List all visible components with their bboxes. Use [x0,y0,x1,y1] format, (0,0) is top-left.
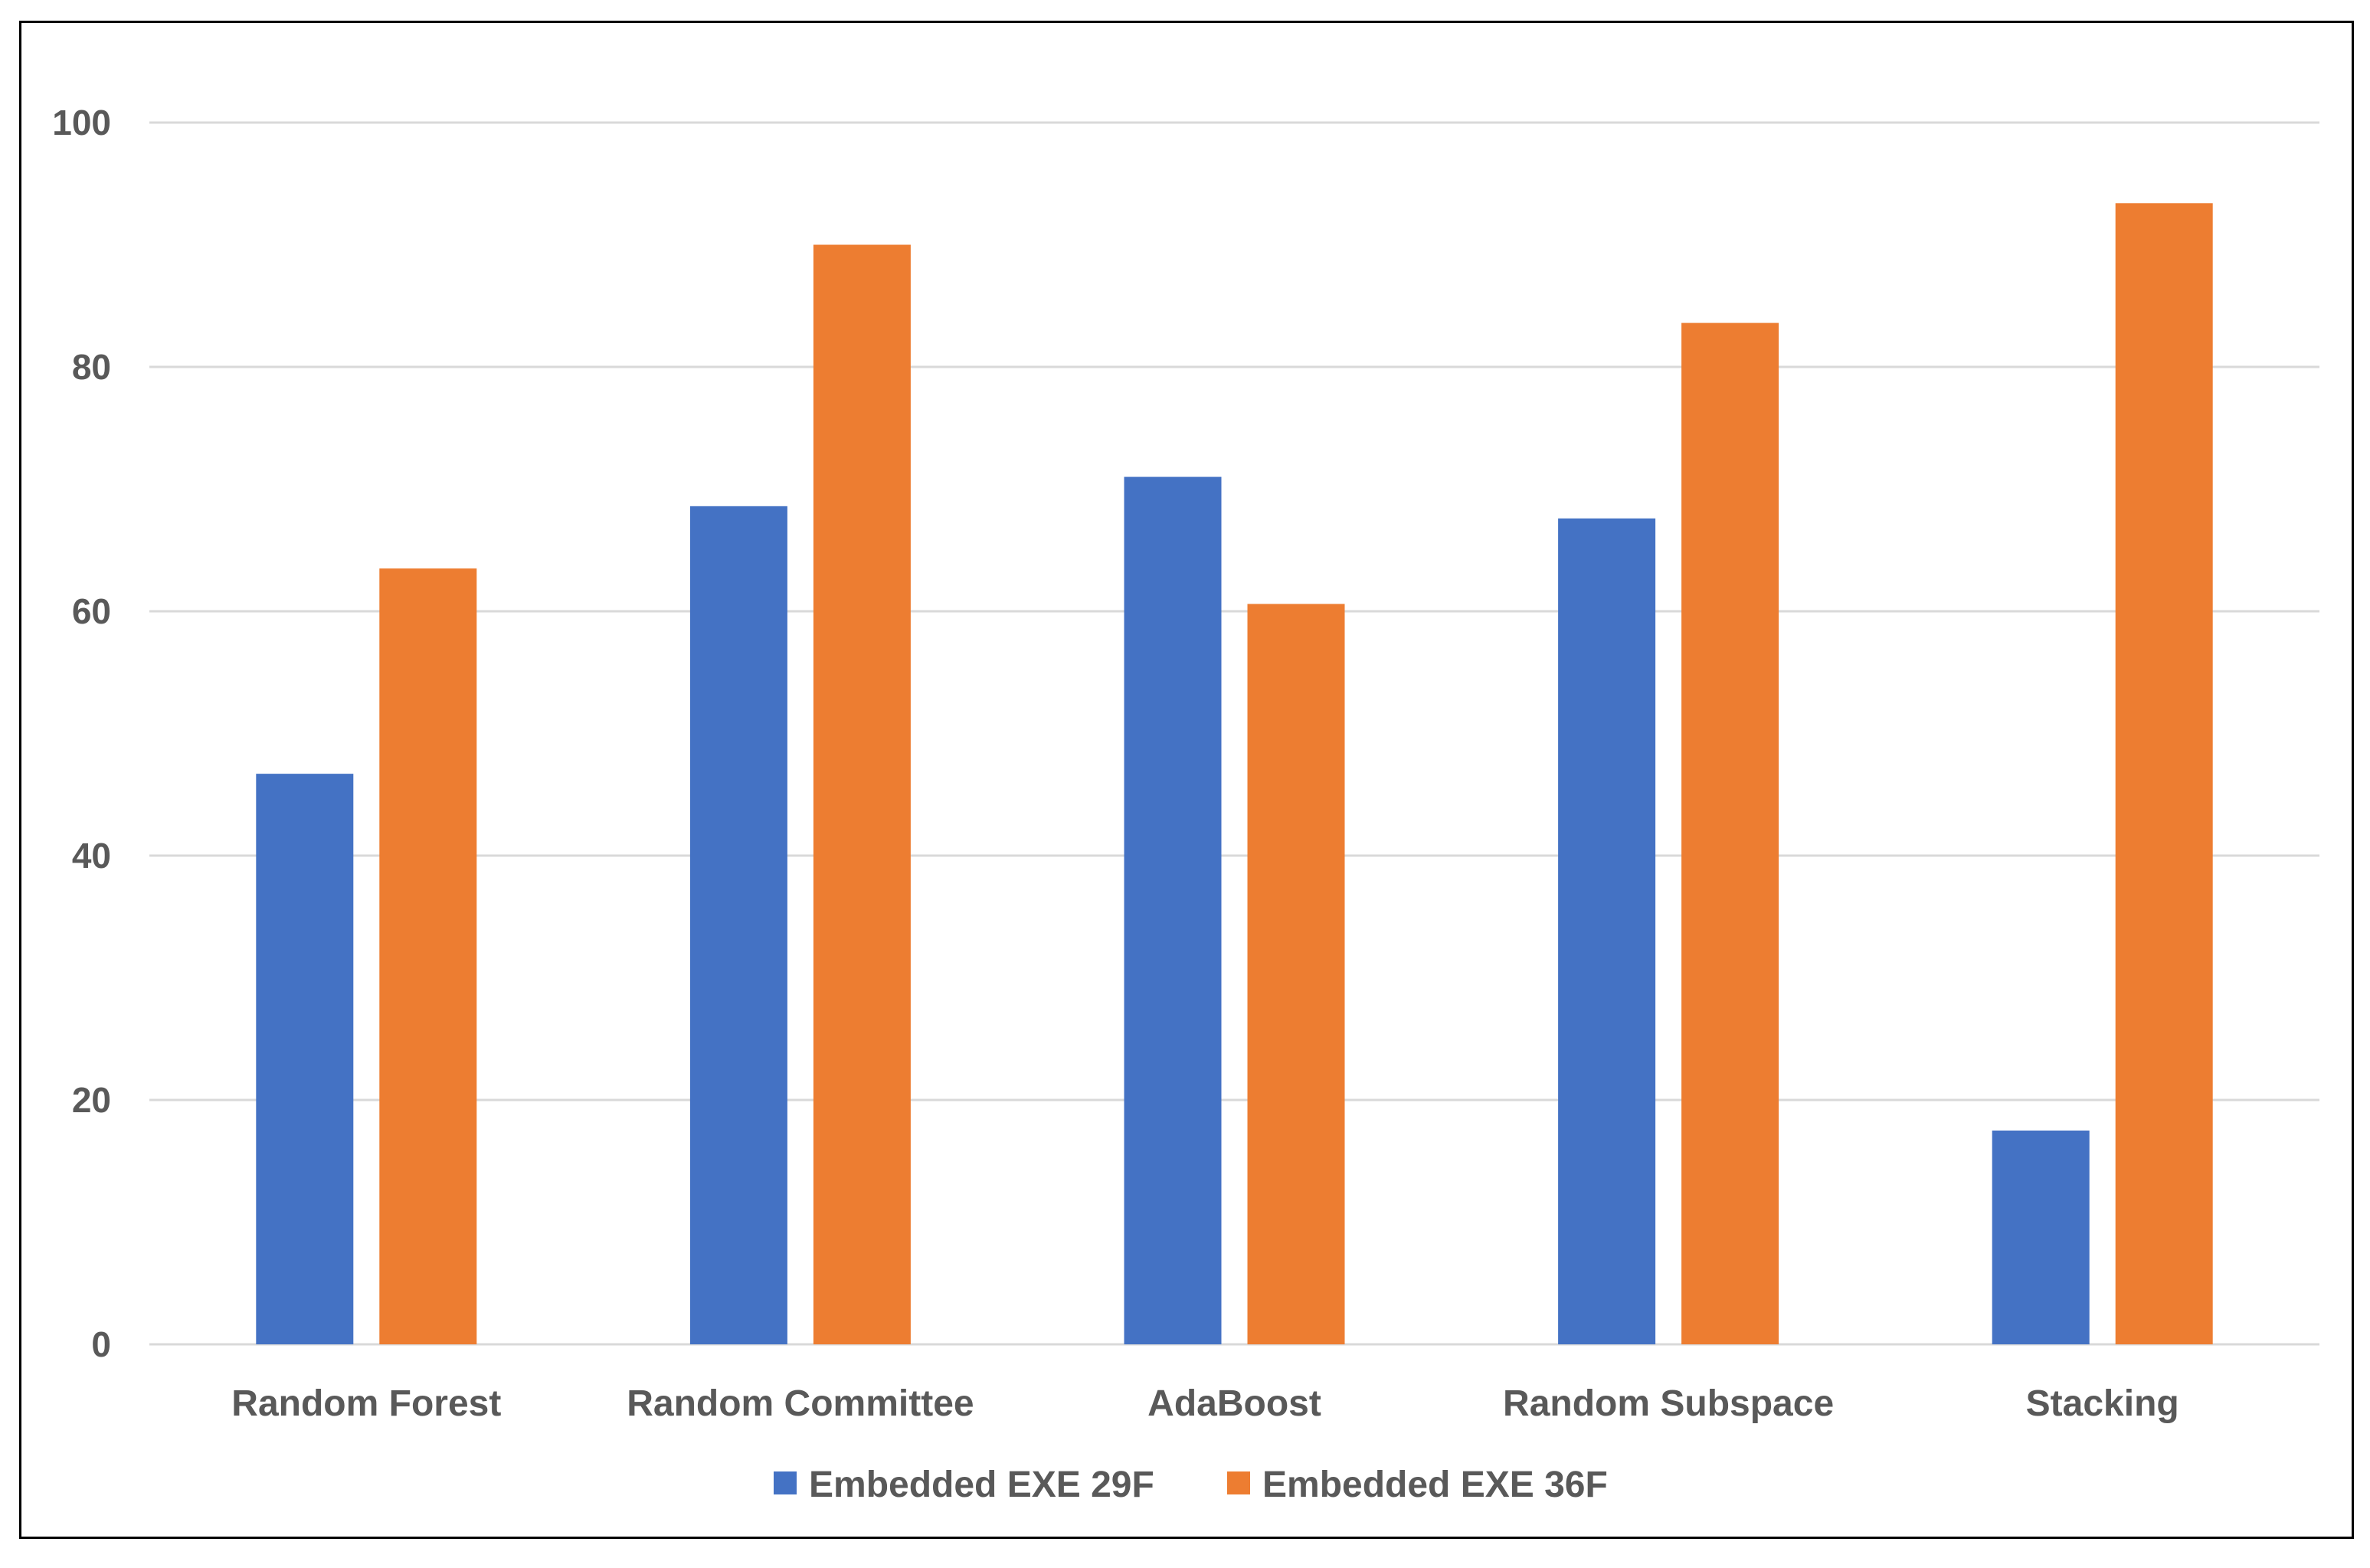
x-category-label: Random Subspace [1503,1383,1834,1424]
bar-random-committee-series-2 [813,244,911,1344]
gridlines [149,121,2319,1346]
bar-random-forest-series-1 [256,774,354,1344]
legend: Embedded EXE 29F Embedded EXE 36F [774,1465,1608,1505]
bar-random-subspace-series-2 [1681,322,1779,1345]
bar-random-forest-series-2 [379,568,477,1344]
y-tick-label: 60 [72,591,111,631]
y-tick-label: 100 [52,103,111,142]
x-category-label: Random Forest [231,1383,501,1424]
bar-stacking-series-1 [1992,1130,2090,1344]
legend-label: Embedded EXE 36F [1262,1465,1608,1505]
x-axis-categories: Random Forest Random Committee AdaBoost Ran… [231,1383,2179,1424]
y-tick-label: 40 [72,836,111,876]
y-tick-label: 0 [91,1324,111,1364]
x-category-label: Stacking [2026,1383,2179,1424]
bar-random-subspace-series-1 [1558,518,1656,1344]
y-tick-label: 80 [72,347,111,387]
legend-swatch [1227,1471,1250,1494]
y-axis-ticks: 0 20 40 60 80 100 [52,103,111,1364]
bar-stacking-series-2 [2115,203,2213,1344]
x-category-label: AdaBoost [1147,1383,1321,1424]
bar-adaboost-series-1 [1124,476,1222,1344]
x-category-label: Random Committee [627,1383,974,1424]
bar-random-committee-series-1 [689,506,787,1344]
legend-swatch [774,1471,797,1494]
bars [256,203,2213,1345]
bar-adaboost-series-2 [1247,604,1345,1344]
y-tick-label: 20 [72,1080,111,1120]
legend-label: Embedded EXE 29F [809,1465,1154,1505]
